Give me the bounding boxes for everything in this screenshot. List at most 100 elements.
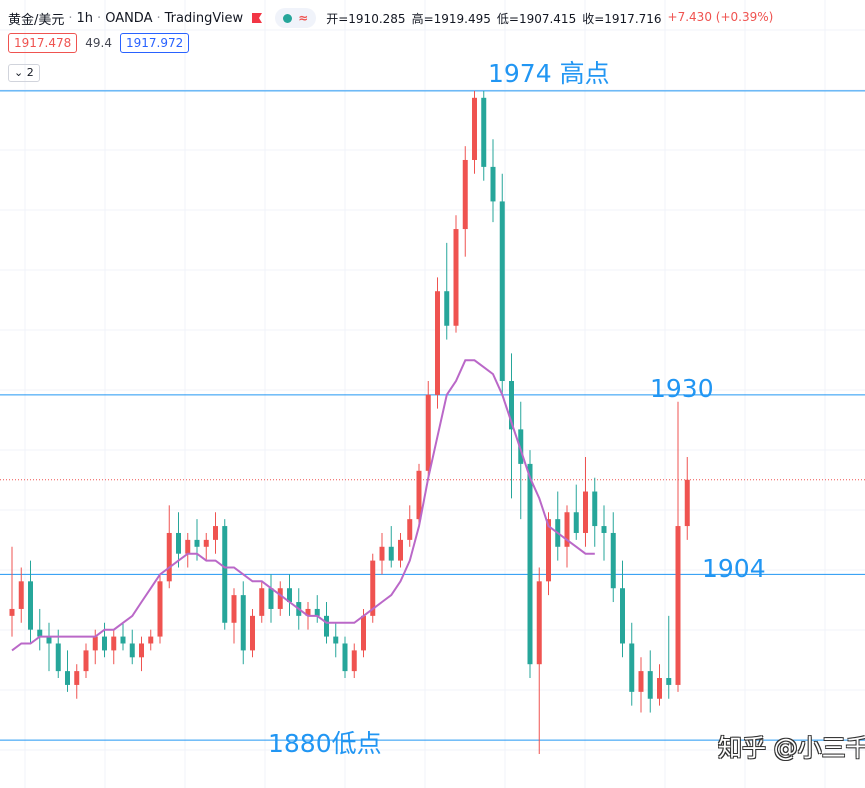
- candle-body: [194, 539, 200, 547]
- wave-icon: ≈: [298, 11, 309, 25]
- candle-body: [305, 608, 311, 616]
- moving-average-line: [11, 359, 595, 652]
- candle-body: [592, 491, 598, 527]
- candle-body: [657, 678, 662, 699]
- platform-label: TradingView: [164, 10, 244, 26]
- candle-body: [629, 643, 635, 692]
- candle-body: [157, 581, 163, 637]
- candle-body: [435, 291, 440, 395]
- candle-body: [342, 643, 348, 672]
- candle-body: [333, 636, 339, 644]
- candle-body: [407, 519, 413, 540]
- annotation-high: 1974 高点: [488, 59, 610, 88]
- spread-value: 49.4: [85, 36, 112, 50]
- indicator-count: 2: [26, 66, 34, 79]
- candle-body: [379, 546, 385, 561]
- candle-body: [620, 588, 625, 644]
- candle-body: [647, 671, 653, 699]
- candle-body: [351, 650, 357, 672]
- candle-body: [666, 678, 672, 685]
- candle-body: [462, 159, 468, 230]
- candle-body: [203, 539, 209, 547]
- candle-body: [148, 636, 154, 644]
- candle-body: [287, 588, 292, 603]
- indicators-toggle[interactable]: ⌄ 2: [8, 64, 40, 82]
- candle-body: [213, 526, 218, 540]
- annotation-1904: 1904: [702, 554, 766, 583]
- candle-body: [129, 643, 135, 658]
- sell-price-box[interactable]: 1917.478: [8, 33, 78, 53]
- candle-body: [398, 539, 403, 561]
- market-open-dot-icon: [283, 13, 293, 23]
- candle-body: [324, 615, 329, 637]
- candle-body: [573, 512, 579, 533]
- candle-body: [610, 532, 616, 589]
- candle-body: [18, 581, 24, 609]
- quote-row: 1917.478 49.4 1917.972: [8, 33, 190, 53]
- candle-body: [9, 608, 15, 616]
- candle-body: [120, 636, 126, 644]
- candle-body: [583, 491, 588, 533]
- candle-body: [388, 546, 394, 561]
- candle-body: [240, 595, 246, 651]
- candle-body: [268, 588, 274, 609]
- candle-body: [564, 512, 570, 547]
- candle-body: [139, 643, 144, 658]
- market-status-pill[interactable]: ≈: [275, 8, 317, 28]
- flag-icon[interactable]: [251, 12, 263, 24]
- watermark: 知乎 @小三千: [718, 734, 865, 762]
- candle-body: [55, 643, 61, 672]
- candle-body: [601, 526, 607, 533]
- candle-body: [416, 470, 422, 520]
- candle-body: [472, 97, 477, 160]
- candle-body: [250, 615, 255, 651]
- interval-label[interactable]: 1h: [76, 10, 94, 26]
- candle-body: [185, 539, 191, 554]
- buy-price-box[interactable]: 1917.972: [119, 33, 190, 53]
- candle-body: [28, 581, 33, 630]
- candle-body: [92, 636, 98, 651]
- chevron-down-icon: ⌄: [14, 66, 24, 79]
- symbol-name[interactable]: 黄金/美元: [8, 12, 65, 28]
- chart-header: 黄金/美元 · 1h · OANDA · TradingView ≈ 开=191…: [8, 8, 774, 28]
- candle-body: [259, 588, 265, 616]
- candle-body: [176, 532, 181, 554]
- candle-body: [46, 636, 52, 644]
- candle-body: [277, 588, 283, 609]
- candle-body: [83, 650, 89, 672]
- high-value: 高=1919.495: [411, 11, 491, 26]
- ohlc-values: 开=1910.285 高=1919.495 低=1907.415 收=1917.…: [326, 10, 773, 27]
- candle-body: [490, 166, 496, 202]
- candle-body: [481, 97, 487, 167]
- candle-body: [314, 608, 320, 616]
- candle-body: [111, 636, 117, 651]
- candle-body: [536, 581, 542, 665]
- candle-body: [231, 595, 237, 623]
- candle-body: [222, 526, 228, 623]
- candle-body: [425, 394, 431, 471]
- candle-body: [509, 381, 514, 430]
- candle-body: [675, 526, 681, 685]
- candle-body: [444, 291, 450, 326]
- open-value: 开=1910.285: [326, 11, 406, 26]
- candle-body: [37, 629, 43, 637]
- annotation-1930: 1930: [650, 374, 714, 403]
- candle-body: [499, 201, 505, 382]
- candle-body: [453, 229, 459, 326]
- candle-body: [370, 560, 376, 616]
- candle-body: [361, 615, 366, 651]
- broker-label: OANDA: [105, 10, 153, 26]
- candle-body: [74, 671, 80, 685]
- candle-body: [518, 429, 524, 464]
- candle-body: [527, 463, 533, 665]
- candle-body: [166, 532, 172, 582]
- low-value: 低=1907.415: [496, 11, 577, 26]
- candle-body: [638, 671, 644, 692]
- close-value: 收=1917.716: [582, 11, 662, 26]
- candle-body: [684, 479, 690, 527]
- annotation-low: 1880低点: [268, 729, 382, 758]
- candle-body: [65, 671, 70, 685]
- candle-body: [102, 636, 107, 651]
- change-value: +7.430 (+0.39%): [667, 9, 774, 24]
